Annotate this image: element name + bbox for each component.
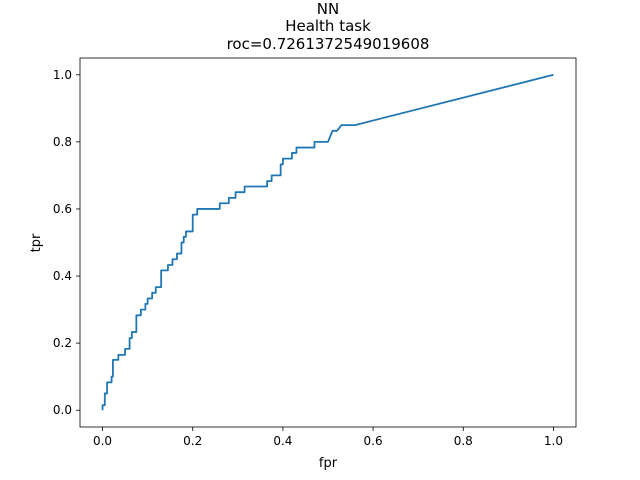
y-tick-label: 0.0 bbox=[53, 403, 72, 417]
y-tick-label: 0.4 bbox=[53, 269, 72, 283]
chart-title-line-2: Health task bbox=[285, 17, 371, 35]
y-tick-label: 0.6 bbox=[53, 202, 72, 216]
chart-title-line-1: NN bbox=[317, 0, 339, 18]
plot-area: 0.0 0.2 0.4 0.6 0.8 1.0 0.0 0.2 0.4 0.6 0.8 1.0 bbox=[53, 57, 577, 448]
y-axis-label: tpr bbox=[29, 233, 44, 252]
x-tick-label: 0.8 bbox=[454, 434, 473, 448]
y-tick-label: 0.2 bbox=[53, 336, 72, 350]
x-tick-label: 0.6 bbox=[364, 434, 383, 448]
axes-frame bbox=[79, 57, 577, 428]
x-tick-label: 0.0 bbox=[93, 434, 112, 448]
x-tick-label: 0.2 bbox=[183, 434, 202, 448]
y-tick-label: 1.0 bbox=[53, 68, 72, 82]
y-tick-label: 0.8 bbox=[53, 135, 72, 149]
x-axis-label: fpr bbox=[319, 456, 338, 471]
chart-title-line-3: roc=0.7261372549019608 bbox=[227, 35, 430, 53]
x-tick-label: 1.0 bbox=[544, 434, 563, 448]
x-tick-label: 0.4 bbox=[273, 434, 292, 448]
roc-curve-line bbox=[101, 73, 554, 411]
